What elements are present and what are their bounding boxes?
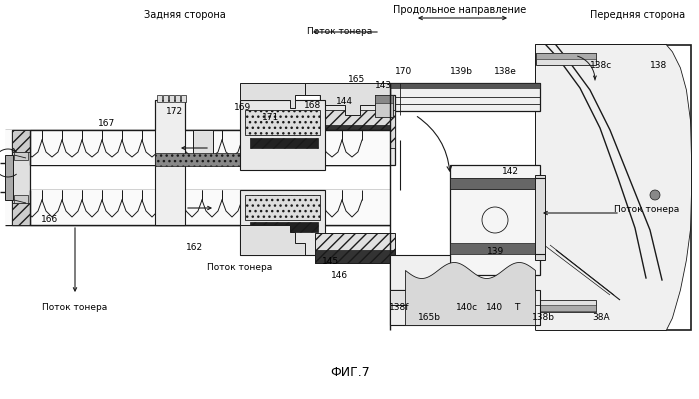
- Text: 138c: 138c: [590, 61, 612, 69]
- Bar: [450, 243, 540, 254]
- Bar: [14, 152, 28, 160]
- Text: 165b: 165b: [417, 314, 440, 322]
- Bar: [169, 95, 174, 102]
- Bar: [193, 130, 213, 160]
- Bar: [315, 233, 395, 263]
- Text: Задняя сторона: Задняя сторона: [144, 10, 226, 20]
- Bar: [240, 100, 325, 170]
- Bar: [536, 45, 666, 53]
- Bar: [155, 153, 295, 166]
- Bar: [390, 255, 450, 290]
- Text: 138f: 138f: [389, 304, 409, 312]
- Bar: [536, 317, 666, 325]
- Text: 138e: 138e: [493, 67, 517, 77]
- Bar: [450, 178, 540, 189]
- Text: 167: 167: [99, 119, 115, 128]
- Text: Поток тонера: Поток тонера: [614, 205, 679, 215]
- Bar: [155, 100, 185, 225]
- Bar: [5, 190, 390, 225]
- Text: T: T: [514, 304, 519, 312]
- Text: Поток тонера: Поток тонера: [308, 28, 373, 36]
- Text: 140: 140: [487, 304, 503, 312]
- Bar: [536, 53, 596, 59]
- Bar: [325, 125, 390, 137]
- Polygon shape: [240, 225, 305, 255]
- Text: 143: 143: [375, 81, 393, 91]
- Bar: [536, 53, 596, 65]
- Bar: [315, 250, 395, 263]
- Text: 165: 165: [348, 75, 366, 85]
- Text: Продольное направление: Продольное направление: [394, 5, 526, 15]
- Bar: [390, 290, 408, 305]
- Bar: [320, 110, 395, 148]
- Bar: [175, 95, 180, 102]
- Text: 166: 166: [41, 215, 59, 225]
- Text: 138b: 138b: [531, 314, 554, 322]
- Bar: [250, 138, 318, 148]
- Text: 144: 144: [336, 97, 352, 107]
- Bar: [181, 95, 186, 102]
- Bar: [250, 222, 318, 232]
- Bar: [535, 175, 545, 260]
- Text: 162: 162: [187, 243, 203, 251]
- Text: Поток тонера: Поток тонера: [43, 304, 108, 312]
- Text: 171: 171: [262, 113, 280, 122]
- Bar: [5, 130, 390, 165]
- Bar: [375, 95, 393, 117]
- Text: Поток тонера: Поток тонера: [208, 263, 273, 273]
- Bar: [375, 95, 393, 103]
- Bar: [12, 130, 30, 225]
- Bar: [536, 45, 691, 330]
- Text: 142: 142: [501, 168, 519, 176]
- Text: 145: 145: [322, 257, 340, 265]
- Bar: [245, 110, 320, 135]
- Text: Передняя сторона: Передняя сторона: [591, 10, 686, 20]
- Bar: [390, 83, 540, 111]
- Bar: [450, 178, 540, 189]
- Polygon shape: [305, 83, 390, 115]
- Bar: [536, 305, 596, 311]
- Text: 168: 168: [304, 101, 322, 109]
- Polygon shape: [536, 45, 691, 330]
- Text: 139b: 139b: [449, 67, 473, 77]
- Bar: [14, 195, 28, 203]
- Bar: [5, 155, 13, 200]
- Text: 169: 169: [234, 103, 252, 113]
- Bar: [390, 290, 540, 325]
- Text: 140c: 140c: [456, 304, 478, 312]
- Bar: [240, 190, 325, 255]
- Bar: [450, 165, 540, 275]
- Text: 146: 146: [331, 271, 349, 280]
- Bar: [12, 130, 30, 152]
- Circle shape: [650, 190, 660, 200]
- Text: 172: 172: [166, 107, 184, 117]
- Text: 138: 138: [650, 61, 668, 69]
- Bar: [320, 95, 395, 165]
- Text: ФИГ.7: ФИГ.7: [330, 365, 370, 379]
- Bar: [390, 83, 540, 88]
- Bar: [240, 140, 320, 165]
- Bar: [163, 95, 168, 102]
- Text: 139: 139: [487, 247, 505, 257]
- Polygon shape: [240, 83, 305, 108]
- Bar: [245, 195, 320, 220]
- Bar: [157, 95, 162, 102]
- Bar: [12, 203, 30, 225]
- Text: 170: 170: [396, 67, 412, 77]
- Bar: [536, 45, 666, 325]
- Bar: [536, 300, 596, 312]
- Text: 38A: 38A: [592, 314, 610, 322]
